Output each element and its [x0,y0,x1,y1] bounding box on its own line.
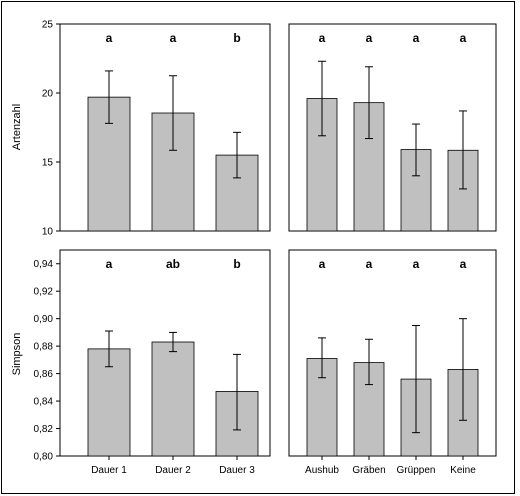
y-tick-label: 10 [42,227,54,238]
significance-label: b [233,31,240,45]
significance-label: ab [166,257,180,271]
y-tick-label: 0,80 [34,452,54,463]
y-tick-label: 0,90 [34,314,54,325]
chart-panel-top-left: 10 15 20 25 Artenzahl a a b [11,20,271,238]
y-tick-label: 15 [42,158,54,169]
plot-frame [288,23,497,232]
x-tick-label: Grüppen [397,465,436,476]
y-tick-label: 20 [42,89,54,100]
significance-label: a [106,257,113,271]
y-tick-label: 0,92 [34,287,54,298]
significance-label: a [106,31,113,45]
significance-label: a [319,257,326,271]
y-tick-label: 0,94 [34,259,54,270]
y-tick-label: 0,82 [34,424,54,435]
bar [151,341,195,457]
chart-panel-bottom-left: 0,80 0,82 0,84 0,86 0,88 0,90 0,92 0,94 Simpson a… [11,249,271,476]
significance-label: a [366,257,373,271]
x-tick-label: Dauer 2 [155,465,191,476]
y-tick-label: 0,88 [34,342,54,353]
x-tick-label: Gräben [352,465,385,476]
plot-frame [288,249,497,457]
y-tick-label: 0,84 [34,397,54,408]
x-tick-label: Dauer 3 [219,465,255,476]
significance-label: a [460,31,467,45]
y-axis-title: Artenzahl [11,104,23,150]
x-tick-label: Dauer 1 [91,465,127,476]
y-tick-label: 25 [42,20,54,31]
chart-panel-bottom-right: a Aushub a Gräben a Grüppen a Keine [288,249,497,476]
significance-label: a [413,31,420,45]
significance-label: b [233,257,240,271]
significance-label: a [366,31,373,45]
significance-label: a [319,31,326,45]
x-tick-label: Keine [450,465,476,476]
x-tick-label: Aushub [305,465,339,476]
y-tick-label: 0,86 [34,369,54,380]
significance-label: a [170,31,177,45]
significance-label: a [413,257,420,271]
y-axis-title: Simpson [11,333,23,376]
significance-label: a [460,257,467,271]
